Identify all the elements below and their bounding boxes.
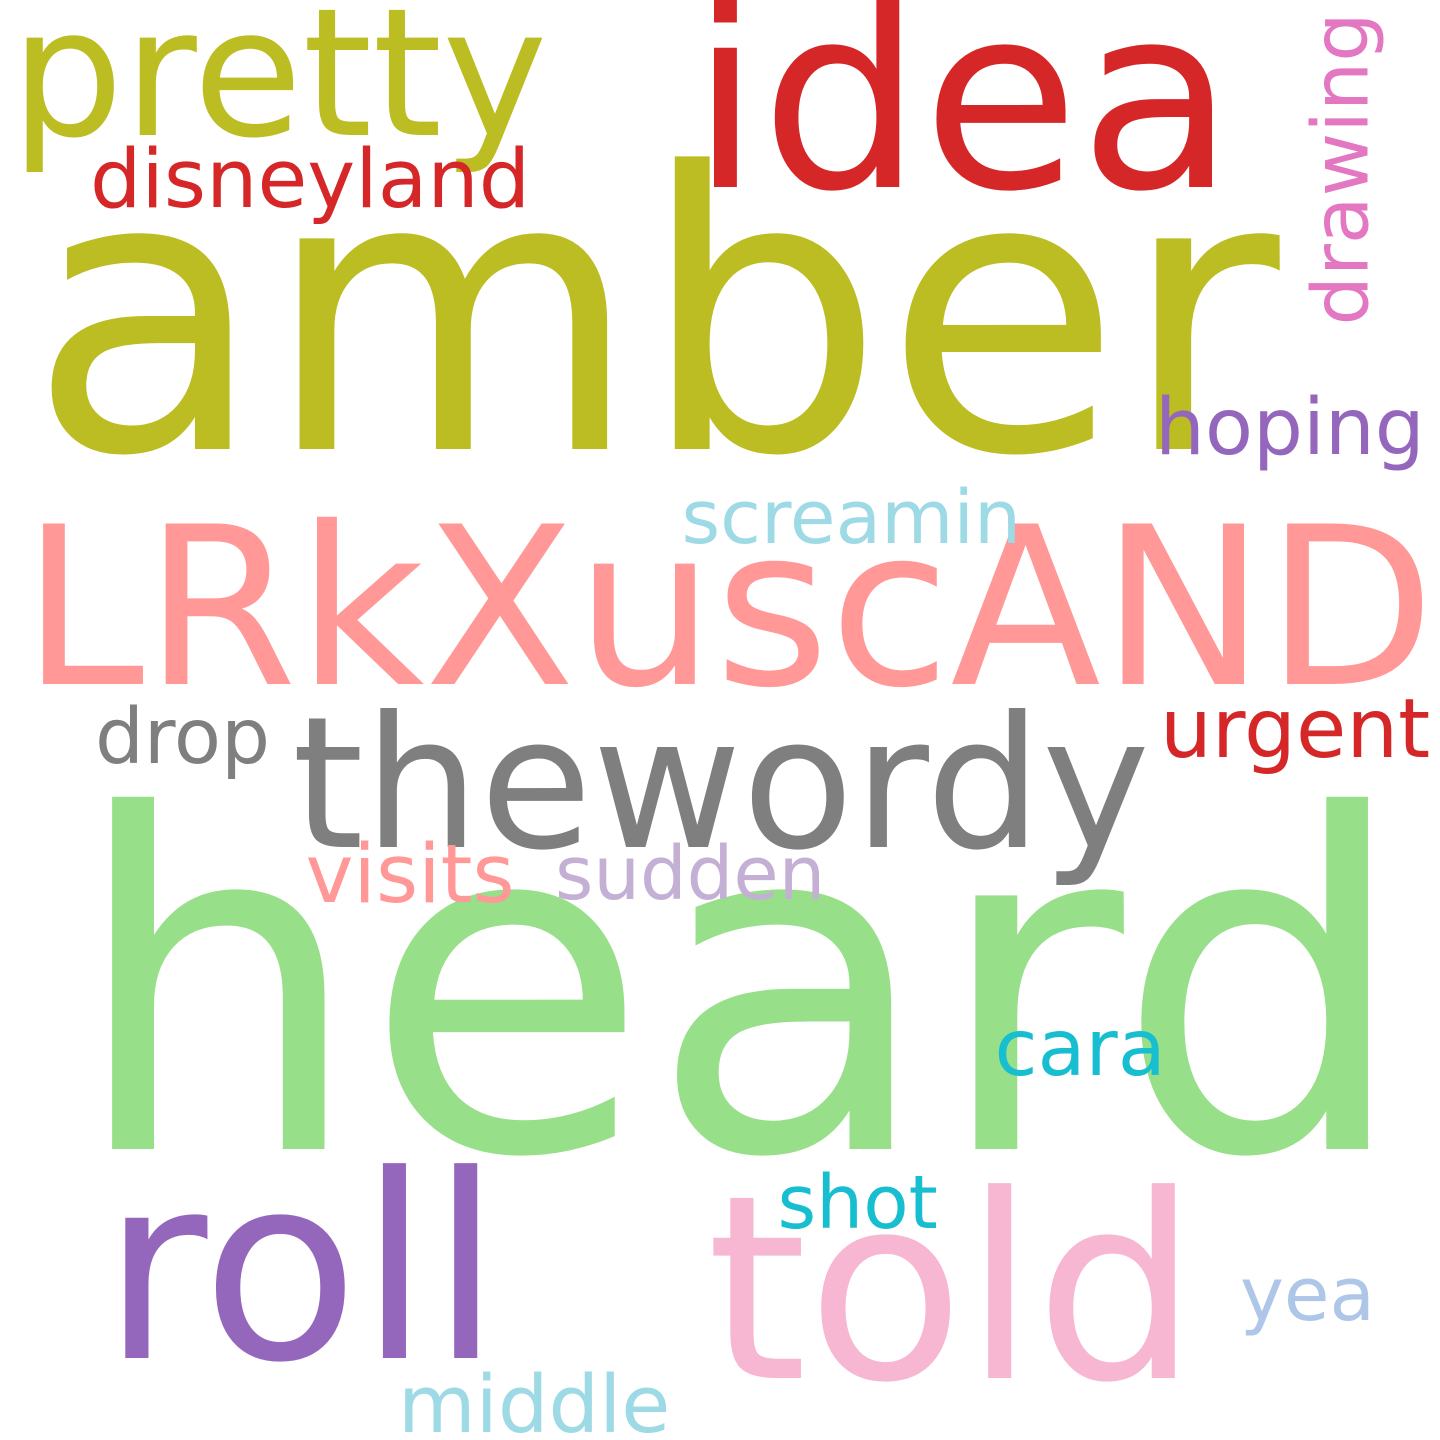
word-yea: yea (1240, 1252, 1375, 1338)
word-middle: middle (398, 1358, 671, 1440)
word-told: told (706, 1140, 1199, 1439)
word-disneyland: disneyland (90, 132, 531, 227)
word-screamin: screamin (681, 473, 1022, 561)
word-lrkxuscand: LRkXuscAND (21, 479, 1436, 736)
word-thewordy: thewordy (292, 677, 1151, 891)
word-hoping: hoping (1155, 381, 1425, 473)
word-drop: drop (95, 692, 271, 782)
word-pretty: pretty (10, 0, 548, 178)
word-roll: roll (102, 1120, 502, 1419)
word-urgent: urgent (1160, 682, 1431, 777)
word-sudden: sudden (555, 832, 826, 917)
word-drawing: drawing (1296, 11, 1387, 326)
word-idea: idea (690, 0, 1236, 248)
word-heard: heard (70, 720, 1411, 1259)
word-shot: shot (777, 1158, 938, 1246)
word-visits: visits (305, 827, 515, 922)
word-amber: amber (28, 90, 1280, 540)
word-cara: cara (994, 1003, 1166, 1094)
